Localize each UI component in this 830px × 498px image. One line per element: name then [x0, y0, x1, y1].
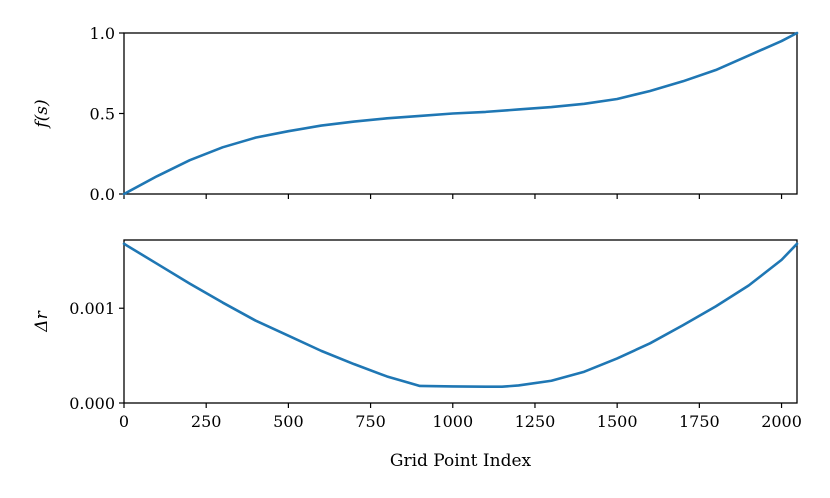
panel-2-y-tick-label: 0.000: [69, 394, 115, 413]
panel-1-y-axis-label: f(s): [32, 99, 52, 129]
panel-2-x-tick-label: 250: [191, 412, 222, 431]
panel-2-series-line: [122, 242, 799, 388]
panel-2-x-tick-label: 500: [273, 412, 304, 431]
panel-1-y-tick-label: 0.0: [90, 185, 115, 204]
panel-1-y-tick-label: 1.0: [90, 24, 115, 43]
panel-2-x-tick-label: 1250: [515, 412, 556, 431]
panel-2-y-axis-label: Δr: [32, 310, 52, 332]
panel-2-x-tick-label: 1000: [432, 412, 473, 431]
panel-1-series-line: [122, 31, 799, 196]
panel-2-x-tick-label: 2000: [761, 412, 802, 431]
panel-2-y-tick-label: 0.001: [69, 299, 115, 318]
panel-2-x-tick-label: 750: [355, 412, 386, 431]
panel-2-axes-frame: [123, 239, 798, 404]
panel-2-x-tick-label: 1500: [597, 412, 638, 431]
panel-1-y-tick-label: 0.5: [90, 105, 115, 124]
panel-2-x-tick-label: 1750: [679, 412, 720, 431]
panel-2-x-tick-label: 0: [119, 412, 129, 431]
panel-2-x-axis-label: Grid Point Index: [390, 451, 532, 471]
